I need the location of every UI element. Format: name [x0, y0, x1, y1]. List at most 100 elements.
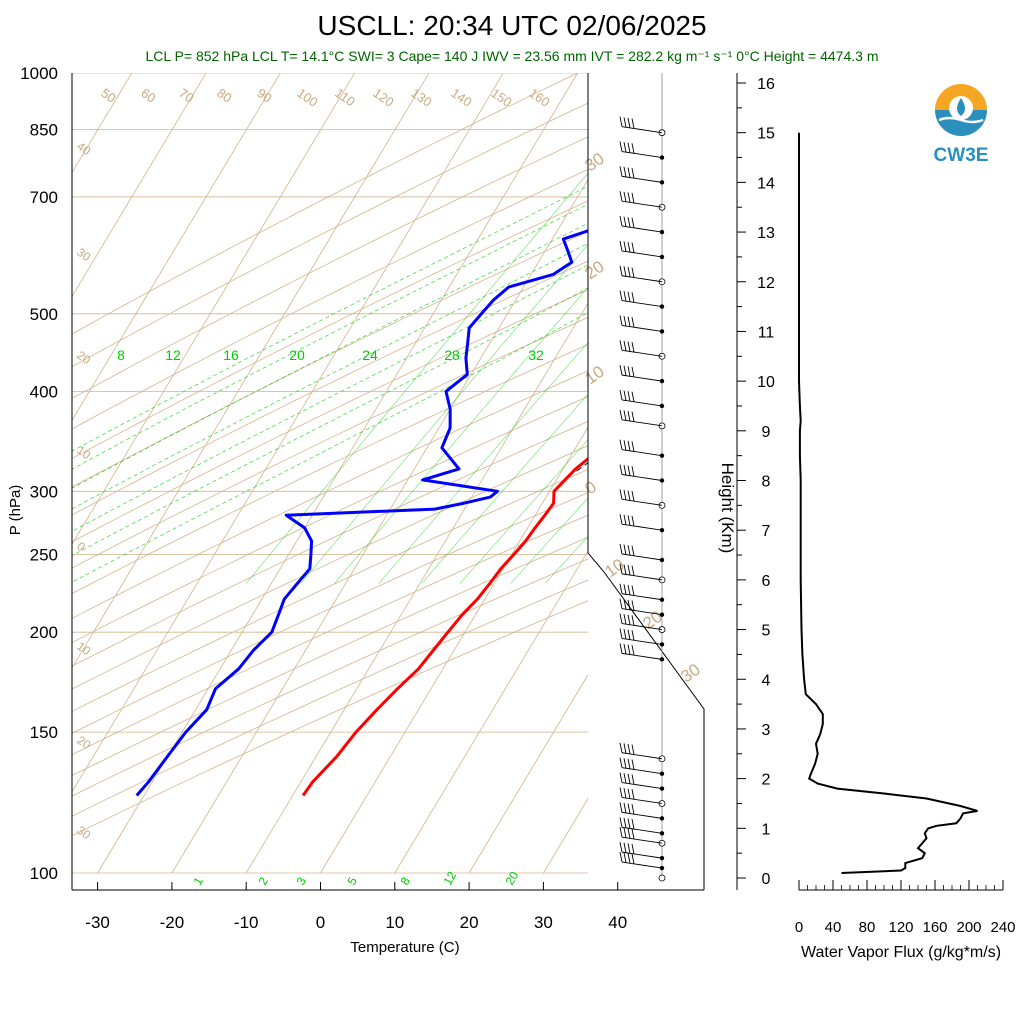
- wind-barb-staff: [621, 250, 663, 258]
- wind-barb-flag: [627, 584, 631, 596]
- dry-adiabat-line: [72, 260, 588, 516]
- cw3e-logo-icon: [935, 84, 987, 136]
- wind-barb-staff: [621, 851, 663, 859]
- wind-barb-flag: [623, 216, 627, 227]
- wind-barb-flag: [627, 629, 631, 640]
- dry-adiabat-line: [72, 514, 588, 756]
- isotherm-label: 150: [488, 85, 514, 110]
- moist-adiabat-line: [72, 203, 588, 470]
- isotherm-line: [692, 56, 1024, 873]
- height-tick-label: 5: [762, 623, 771, 640]
- wind-barb-flag: [619, 389, 623, 401]
- dry-adiabat-line: [72, 600, 588, 837]
- wind-barb-flag: [631, 491, 635, 502]
- isotherm-line: [72, 73, 281, 422]
- flux-x-tick-label: 160: [922, 919, 947, 936]
- wind-barb-flag: [627, 266, 631, 278]
- wind-barb-flag: [627, 391, 631, 402]
- mixing-ratio-label-bottom: 2: [255, 874, 271, 887]
- dewpoint-profile-line: [135, 229, 588, 797]
- mixing-ratio-label-bottom: 12: [440, 869, 459, 888]
- isotherm-label: 30: [74, 823, 93, 842]
- wind-barb-flag: [623, 440, 627, 451]
- wind-barb-flag: [631, 774, 635, 785]
- dry-adiabat-line: [72, 136, 588, 399]
- wind-barb-staff: [621, 623, 663, 631]
- wind-barb-flag: [631, 515, 635, 527]
- flux-x-tick-label: 200: [956, 919, 981, 936]
- wind-barb-flag: [623, 544, 627, 555]
- wind-barb-flag: [623, 628, 627, 640]
- mixing-ratio-line: [334, 286, 588, 584]
- y-tick-label: 1000: [20, 64, 58, 83]
- chart-subtitle: LCL P= 852 hPa LCL T= 14.1°C SWI= 3 Cape…: [145, 48, 879, 64]
- wind-barb-point: [658, 874, 666, 882]
- wind-barb-flag: [627, 316, 631, 327]
- moist-adiabat-line: [72, 287, 588, 557]
- wind-barb-flag: [619, 191, 623, 202]
- wind-barb-flag: [631, 818, 635, 830]
- wind-barb-staff: [621, 553, 663, 561]
- isotherm-line: [97, 73, 579, 874]
- isotherm-label: 10: [74, 639, 93, 658]
- dry-adiabat-line: [72, 536, 588, 777]
- flux-x-tick-label: 40: [825, 919, 842, 936]
- wind-barb-staff: [621, 797, 663, 804]
- height-tick-label: 2: [762, 772, 771, 789]
- wind-barb-flag: [619, 240, 623, 251]
- wind-barb-flag: [631, 267, 635, 278]
- dry-adiabat-line: [72, 289, 588, 543]
- wind-barb-flag: [631, 317, 635, 328]
- isotherm-line: [618, 56, 1024, 873]
- wind-barb-flag: [627, 788, 631, 799]
- isotherm-line: [72, 73, 356, 545]
- wind-barb-flag: [623, 514, 627, 525]
- wind-barb-flag: [631, 853, 635, 864]
- dry-adiabat-line: [72, 420, 588, 667]
- y-tick-label: 850: [30, 120, 58, 139]
- wind-barb-flag: [631, 366, 635, 378]
- wind-barb-staff: [621, 608, 663, 616]
- wind-barb-staff: [621, 419, 663, 427]
- x-tick-label: 30: [534, 913, 553, 932]
- wind-barb-flag: [623, 643, 627, 655]
- height-tick-label: 1: [762, 821, 771, 838]
- wind-barb-flag: [619, 563, 623, 574]
- flux-x-tick-label: 80: [859, 919, 876, 936]
- wind-barb-flag: [619, 290, 623, 301]
- wind-barb-flag: [627, 515, 631, 526]
- x-tick-label: 0: [316, 913, 325, 932]
- wind-barb-flag: [627, 192, 631, 203]
- wind-barb-flag: [627, 410, 631, 422]
- wind-barb-staff: [621, 126, 663, 134]
- wind-barb-flag: [623, 852, 627, 863]
- wind-barb-staff: [621, 151, 663, 158]
- wind-barb-flag: [627, 743, 631, 755]
- wind-barb-flag: [619, 116, 623, 127]
- wind-barb-staff: [621, 782, 663, 790]
- isotherm-label: 50: [98, 85, 118, 106]
- wind-barb-staff: [621, 225, 663, 233]
- dry-adiabat-line: [72, 579, 588, 817]
- mixing-ratio-label: 16: [223, 347, 239, 363]
- wind-barb-staff: [621, 826, 663, 834]
- wind-barb-flag: [619, 787, 623, 798]
- mixing-ratio-label: 20: [289, 347, 305, 363]
- wind-barb-staff: [621, 200, 663, 208]
- wind-barb-flag: [619, 166, 623, 177]
- dry-adiabat-line: [72, 200, 588, 459]
- wind-barb-flag: [631, 143, 635, 154]
- mixing-ratio-label-bottom: 5: [344, 874, 360, 887]
- wind-barb-flag: [627, 644, 631, 655]
- wind-barb-flag: [623, 142, 627, 153]
- wind-barb-flag: [627, 818, 631, 829]
- x-axis-title: Temperature (C): [350, 939, 459, 956]
- dry-adiabat-line: [72, 230, 588, 488]
- wind-barb-flag: [623, 773, 627, 784]
- wind-barb-staff: [621, 593, 663, 601]
- mixing-ratio-line: [459, 439, 588, 584]
- wind-barb-staff: [621, 861, 663, 869]
- isotherm-label-right: 10: [581, 362, 607, 388]
- isotherm-label: 140: [448, 85, 474, 110]
- wind-barb-staff: [621, 175, 663, 183]
